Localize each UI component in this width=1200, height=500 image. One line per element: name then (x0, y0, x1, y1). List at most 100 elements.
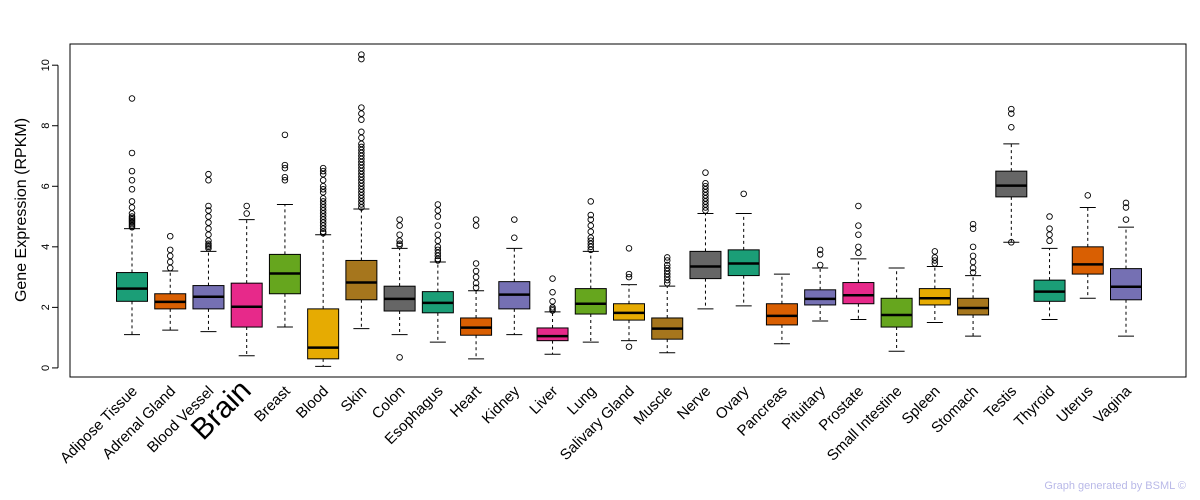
category-label-blood: Blood (293, 383, 332, 422)
y-tick-label: 8 (40, 123, 52, 129)
box-lung (574, 198, 607, 343)
outlier-point (396, 222, 403, 229)
outlier-point (319, 176, 327, 184)
outlier-point (358, 170, 365, 178)
outlier-point (205, 207, 212, 214)
box-muscle (651, 254, 684, 354)
iqr-box (689, 250, 722, 280)
outlier-point (358, 158, 365, 166)
outlier-point (587, 228, 595, 235)
outlier-point (1046, 213, 1053, 220)
outlier-point (855, 249, 862, 257)
category-label-skin: Skin (338, 383, 371, 416)
outlier-point (587, 237, 595, 245)
outlier-point (1046, 225, 1053, 232)
outlier-point (358, 204, 365, 211)
outlier-point (969, 269, 977, 276)
outlier-point (358, 116, 365, 123)
outlier-point (587, 216, 595, 223)
box-small-intestine (880, 267, 913, 352)
outlier-point (205, 219, 212, 226)
outlier-point (205, 176, 212, 184)
outlier-point (663, 267, 671, 275)
outlier-point (472, 279, 480, 287)
outlier-point (358, 198, 365, 205)
outlier-point (663, 257, 671, 264)
outlier-point (434, 243, 442, 251)
outlier-point (434, 246, 442, 254)
outlier-point (472, 216, 480, 223)
outlier-point (205, 240, 212, 248)
outlier-point (358, 149, 365, 157)
outlier-point (587, 246, 595, 254)
outlier-point (358, 167, 365, 175)
outlier-point (319, 170, 327, 178)
outlier-point (702, 189, 709, 196)
outlier-point (358, 195, 365, 202)
outlier-point (702, 204, 709, 211)
outlier-point (816, 261, 824, 269)
outlier-point (434, 237, 442, 245)
outlier-point (319, 219, 327, 226)
category-label-nerve: Nerve (674, 383, 714, 423)
y-tick-label: 0 (40, 365, 52, 371)
outlier-point (625, 245, 633, 252)
box-brain (230, 202, 263, 357)
outlier-point (128, 176, 136, 184)
y-tick-label: 4 (40, 244, 52, 250)
outlier-point (358, 51, 365, 58)
outlier-point (1084, 192, 1092, 199)
outlier-point (205, 202, 212, 210)
outlier-point (319, 204, 327, 211)
box-salivary-gland (613, 245, 645, 350)
outlier-point (396, 240, 403, 248)
outlier-point (166, 232, 174, 240)
box-kidney (498, 216, 531, 336)
iqr-box (574, 288, 607, 315)
outlier-point (1008, 110, 1015, 117)
outlier-point (855, 243, 862, 251)
outlier-point (816, 246, 824, 254)
outlier-point (472, 273, 480, 281)
outlier-point (396, 231, 403, 238)
outlier-point (128, 204, 136, 211)
outlier-point (205, 213, 212, 220)
plot-frame (69, 43, 1187, 378)
outlier-point (358, 55, 365, 63)
box-vagina (1110, 199, 1142, 337)
outlier-point (319, 207, 327, 214)
iqr-box (230, 282, 263, 328)
box-uterus (1071, 192, 1104, 299)
outlier-point (702, 169, 709, 176)
y-axis-title: Gene Expression (RPKM) (13, 118, 30, 302)
boxes-layer (116, 51, 1142, 367)
outlier-point (358, 176, 365, 184)
outlier-point (358, 183, 365, 190)
outlier-point (128, 95, 136, 102)
outlier-point (587, 240, 595, 248)
y-tick-label: 6 (40, 183, 52, 189)
outlier-point (740, 190, 747, 198)
outlier-point (358, 152, 365, 160)
box-blood (307, 164, 340, 367)
iqr-box (957, 297, 990, 316)
box-liver (536, 275, 569, 355)
outlier-point (128, 198, 136, 205)
outlier-point (702, 192, 709, 199)
outlier-point (358, 110, 365, 117)
category-label-liver: Liver (526, 383, 561, 418)
iqr-box (536, 327, 569, 342)
outlier-point (358, 104, 365, 111)
outlier-point (511, 216, 518, 223)
outlier-point (243, 202, 250, 210)
outlier-point (434, 255, 442, 263)
outlier-point (319, 201, 327, 208)
outlier-point (434, 222, 442, 229)
category-label-kidney: Kidney (479, 382, 524, 427)
outlier-point (702, 195, 709, 202)
outlier-point (358, 180, 365, 187)
iqr-box (804, 289, 837, 306)
outlier-point (702, 186, 709, 193)
outlier-point (663, 254, 671, 261)
